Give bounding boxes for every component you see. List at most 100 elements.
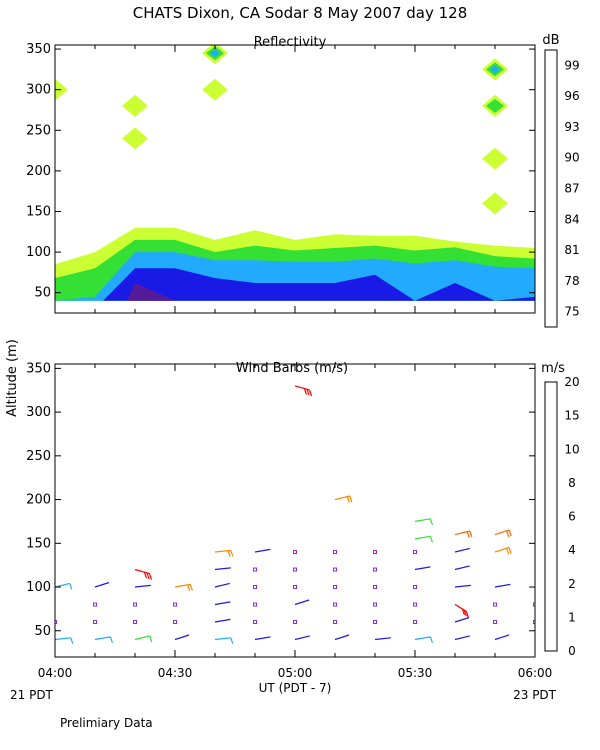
wind-barb-62	[254, 548, 271, 553]
wind-barb-42	[174, 583, 193, 591]
reflectivity-patch-2	[122, 94, 148, 117]
wind-barb-feather	[308, 389, 313, 397]
wind-barb-4	[174, 634, 190, 641]
wind-barb-shaft	[534, 551, 535, 552]
calm-marker-16	[133, 620, 137, 625]
wind-barb-11	[454, 635, 470, 641]
wind-barb-51	[534, 586, 535, 587]
calm-marker-29	[173, 602, 177, 607]
wind-barb-feather	[549, 565, 551, 571]
wind-barb-shaft	[254, 636, 271, 641]
wind-barb-24	[454, 616, 470, 623]
wind-barb-feather	[461, 608, 465, 616]
calm-marker-33	[333, 602, 337, 607]
wind-barb-8	[334, 634, 350, 641]
colorbar-2-tick-label: 20	[564, 375, 579, 389]
wind-barb-feather	[429, 536, 433, 543]
y-tick-label: 100	[26, 580, 51, 595]
colorbar-1-tick-label: 84	[564, 212, 579, 226]
wind-barb-shaft	[534, 586, 535, 587]
wind-barb-feather	[466, 531, 470, 538]
wind-barb-74	[414, 518, 433, 525]
wind-barb-shaft	[534, 534, 535, 536]
reflectivity-patch-1	[55, 78, 68, 101]
calm-marker-66	[413, 550, 417, 555]
wind-barb-32	[294, 599, 310, 606]
wind-barb-3	[134, 635, 153, 643]
wind-barb-feather	[143, 572, 147, 579]
calm-marker-45	[293, 585, 297, 590]
colorbar-2-tick-label: 4	[568, 543, 576, 557]
wind-barb-feather	[508, 529, 512, 537]
wind-barb-shaft	[454, 584, 471, 588]
wind-barb-72	[494, 529, 512, 537]
wind-barb-5	[214, 637, 234, 644]
colorbar-2-tick-label: 10	[564, 442, 579, 456]
wind-barb-feather	[227, 550, 231, 557]
x-axis-label: UT (PDT - 7)	[259, 681, 332, 695]
calm-marker-38	[533, 602, 535, 607]
calm-marker-54	[253, 567, 257, 572]
calm-marker-34	[373, 602, 377, 607]
wind-barb-shaft	[55, 637, 71, 641]
reflectivity-patch-7	[202, 78, 228, 101]
calm-marker-26	[533, 620, 535, 625]
preliminary-data-note: Prelimiary Data	[60, 716, 153, 730]
plot-axes: 50 100 150 200 250 300 350 50 100 150 200 250 300 350…	[26, 42, 552, 680]
wind-barb-shaft	[254, 548, 271, 553]
wind-barb-shaft	[94, 636, 111, 641]
figure-title: CHATS Dixon, CA Sodar 8 May 2007 day 128	[133, 4, 468, 22]
calm-marker-63	[293, 550, 297, 555]
colorbar-1-tick-label: 75	[564, 305, 579, 319]
wind-barb-shaft	[414, 636, 431, 641]
wind-barb-feather	[146, 572, 150, 580]
wind-barb-39	[55, 582, 73, 590]
calm-marker-31	[253, 602, 257, 607]
wind-barb-feather	[349, 495, 353, 503]
y-axis-label: Altitude (m)	[5, 339, 20, 417]
end-local-time-note: 23 PDT	[513, 688, 557, 702]
wind-barb-shaft	[174, 634, 190, 641]
wind-barb-43	[214, 582, 230, 588]
wind-barb-feather	[506, 548, 510, 555]
reflectivity-patch-3	[122, 127, 148, 150]
wind-barb-shaft	[534, 568, 535, 570]
calm-marker-25	[493, 620, 497, 625]
wind-barb-50	[494, 583, 511, 588]
y-tick-label: 100	[26, 245, 51, 260]
wind-barb-shaft	[374, 637, 391, 641]
calm-marker-47	[373, 585, 377, 590]
x-tick-label: 04:30	[158, 666, 193, 680]
calm-marker-28	[133, 602, 137, 607]
wind-barb-feather	[550, 539, 552, 545]
wind-barb-feather	[465, 611, 469, 618]
wind-barb-feather	[230, 550, 234, 557]
wind-barb-6	[254, 636, 271, 641]
wind-barb-70	[414, 535, 433, 543]
reflectivity-band-87db	[127, 283, 175, 301]
x-tick-label: 06:00	[518, 666, 553, 680]
wind-barb-13	[534, 638, 535, 640]
wind-barb-7	[294, 635, 310, 641]
wind-barb-feather	[551, 550, 553, 556]
wind-barb-feather	[70, 637, 74, 644]
calm-marker-21	[333, 620, 337, 625]
y-tick-label: 300	[26, 405, 51, 420]
wind-barbs-title: Wind Barbs (m/s)	[236, 361, 348, 376]
wind-barb-shaft	[494, 583, 511, 588]
calm-marker-56	[333, 567, 337, 572]
wind-barb-1	[55, 637, 74, 644]
calm-marker-57	[373, 567, 377, 572]
y-tick-label: 150	[26, 204, 51, 219]
wind-barb-71	[454, 530, 473, 538]
wind-barb-2	[94, 636, 113, 644]
wind-barb-9	[374, 637, 391, 641]
wind-barb-feather	[230, 637, 234, 644]
wind-barb-feather	[469, 530, 473, 538]
wind-barb-feather	[149, 635, 153, 643]
colorbar-1-tick-label: 87	[564, 182, 579, 196]
wind-barb-73	[534, 534, 552, 545]
wind-barb-shaft	[214, 601, 231, 606]
colorbar-2-tick-label: 0	[568, 644, 576, 658]
wind-barb-feather	[463, 609, 467, 617]
